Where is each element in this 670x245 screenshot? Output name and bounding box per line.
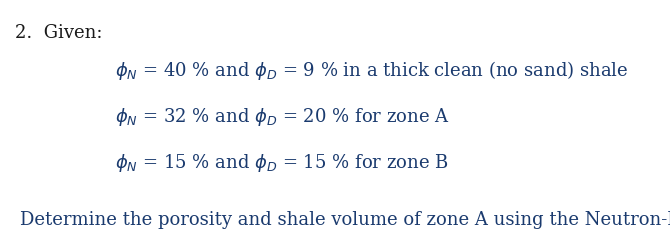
Text: $\phi_N$ = 40 % and $\phi_D$ = 9 % in a thick clean (no sand) shale: $\phi_N$ = 40 % and $\phi_D$ = 9 % in a …: [115, 59, 628, 82]
Text: Determine the porosity and shale volume of zone A using the Neutron-Density cros: Determine the porosity and shale volume …: [20, 211, 670, 229]
Text: $\phi_N$ = 32 % and $\phi_D$ = 20 % for zone A: $\phi_N$ = 32 % and $\phi_D$ = 20 % for …: [115, 106, 450, 128]
Text: $\phi_N$ = 15 % and $\phi_D$ = 15 % for zone B: $\phi_N$ = 15 % and $\phi_D$ = 15 % for …: [115, 152, 449, 174]
Text: 2.  Given:: 2. Given:: [15, 24, 103, 42]
